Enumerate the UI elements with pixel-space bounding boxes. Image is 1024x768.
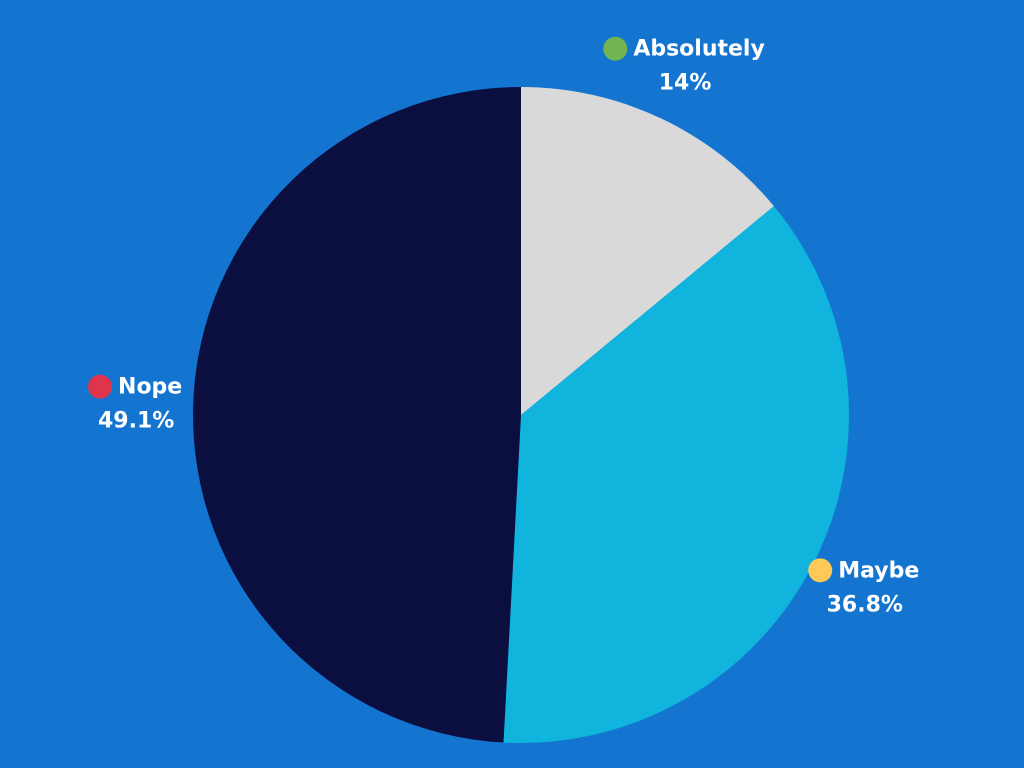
legend-label: Maybe [838, 558, 919, 583]
pie-slice [193, 87, 521, 743]
value-label: 49.1% [98, 409, 174, 434]
pie-slice [503, 206, 849, 743]
value-label: 36.8% [827, 592, 903, 617]
legend-marker [808, 558, 833, 583]
legend-marker [88, 374, 113, 399]
legend-label: Nope [118, 375, 182, 400]
value-label: 14% [659, 71, 712, 96]
pie-slice [521, 87, 774, 415]
legend-marker [603, 36, 628, 61]
legend-label: Absolutely [633, 37, 765, 62]
